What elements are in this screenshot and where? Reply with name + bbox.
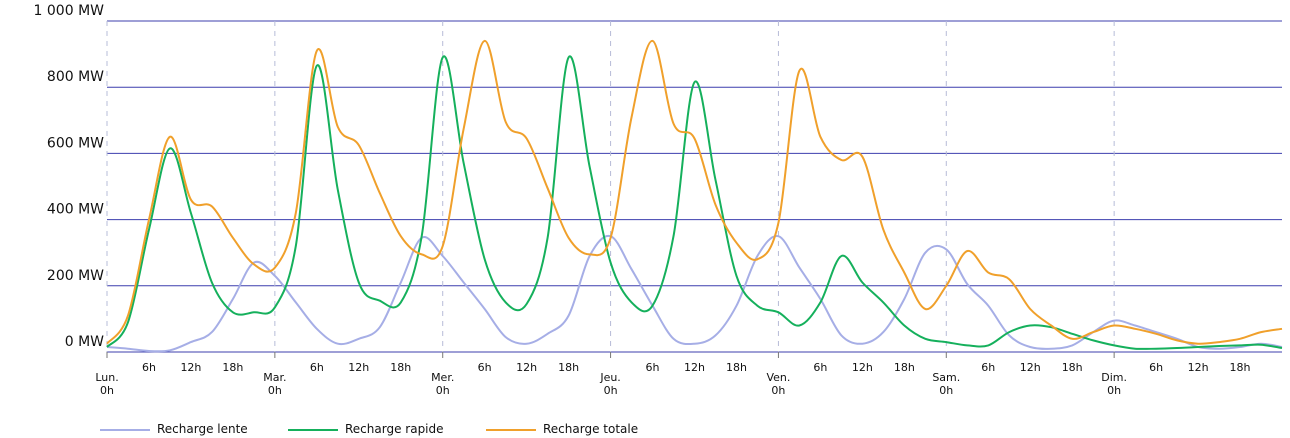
x-tick-label: Dim. xyxy=(1101,371,1127,384)
x-tick-label: 18h xyxy=(1062,361,1083,374)
legend-label-recharge-lente: Recharge lente xyxy=(157,422,248,436)
x-tick-label: Sam. xyxy=(932,371,960,384)
x-tick-label: 18h xyxy=(726,361,747,374)
x-tick-label: 6h xyxy=(813,361,827,374)
x-tick-label: Jeu. xyxy=(599,371,620,384)
day-separator-lines xyxy=(106,21,1115,352)
legend: Recharge lente Recharge rapide Recharge to… xyxy=(100,422,638,436)
x-tick-label: 12h xyxy=(1188,361,1209,374)
y-tick-label: 1 000 MW xyxy=(34,3,105,19)
y-tick-label: 400 MW xyxy=(47,202,104,218)
x-tick-label: Mar. xyxy=(263,371,286,384)
x-tick-label: 0h xyxy=(268,384,282,397)
x-tick-label: Ven. xyxy=(766,371,790,384)
x-tick-label: 12h xyxy=(180,361,201,374)
x-tick-label: 18h xyxy=(390,361,411,374)
x-tick-label: 12h xyxy=(516,361,537,374)
x-tick-label: 6h xyxy=(981,361,995,374)
horizontal-gridlines xyxy=(107,20,1282,353)
x-tick-label: 12h xyxy=(852,361,873,374)
x-tick-label: 12h xyxy=(348,361,369,374)
legend-label-recharge-rapide: Recharge rapide xyxy=(345,422,444,436)
y-axis: 0 MW 200 MW 400 MW 600 MW 800 MW 1 000 MW xyxy=(34,3,105,350)
y-tick-label: 800 MW xyxy=(47,69,104,85)
series-lines xyxy=(106,39,1283,353)
x-tick-label: 6h xyxy=(646,361,660,374)
x-tick-label: 0h xyxy=(436,384,450,397)
x-tick-label: 0h xyxy=(771,384,785,397)
series-line-recharge-rapide xyxy=(106,55,1283,350)
x-tick-label: 6h xyxy=(1149,361,1163,374)
y-tick-label: 200 MW xyxy=(47,268,104,284)
series-line-recharge-lente xyxy=(106,234,1283,353)
x-tick-label: 6h xyxy=(142,361,156,374)
x-tick-label: 18h xyxy=(894,361,915,374)
legend-label-recharge-totale: Recharge totale xyxy=(543,422,638,436)
x-tick-label: 0h xyxy=(1107,384,1121,397)
x-tick-label: 6h xyxy=(310,361,324,374)
series-line-recharge-totale xyxy=(106,39,1283,345)
y-tick-label: 600 MW xyxy=(47,135,104,151)
x-tick-label: Lun. xyxy=(95,371,118,384)
y-tick-label: 0 MW xyxy=(65,334,104,350)
x-tick-label: Mer. xyxy=(431,371,454,384)
x-tick-label: 18h xyxy=(558,361,579,374)
x-tick-label: 12h xyxy=(684,361,705,374)
x-tick-label: 18h xyxy=(1230,361,1251,374)
x-tick-label: 12h xyxy=(1020,361,1041,374)
x-tick-label: 0h xyxy=(604,384,618,397)
x-tick-label: 18h xyxy=(222,361,243,374)
x-tick-label: 6h xyxy=(478,361,492,374)
x-tick-label: 0h xyxy=(100,384,114,397)
x-tick-label: 0h xyxy=(939,384,953,397)
